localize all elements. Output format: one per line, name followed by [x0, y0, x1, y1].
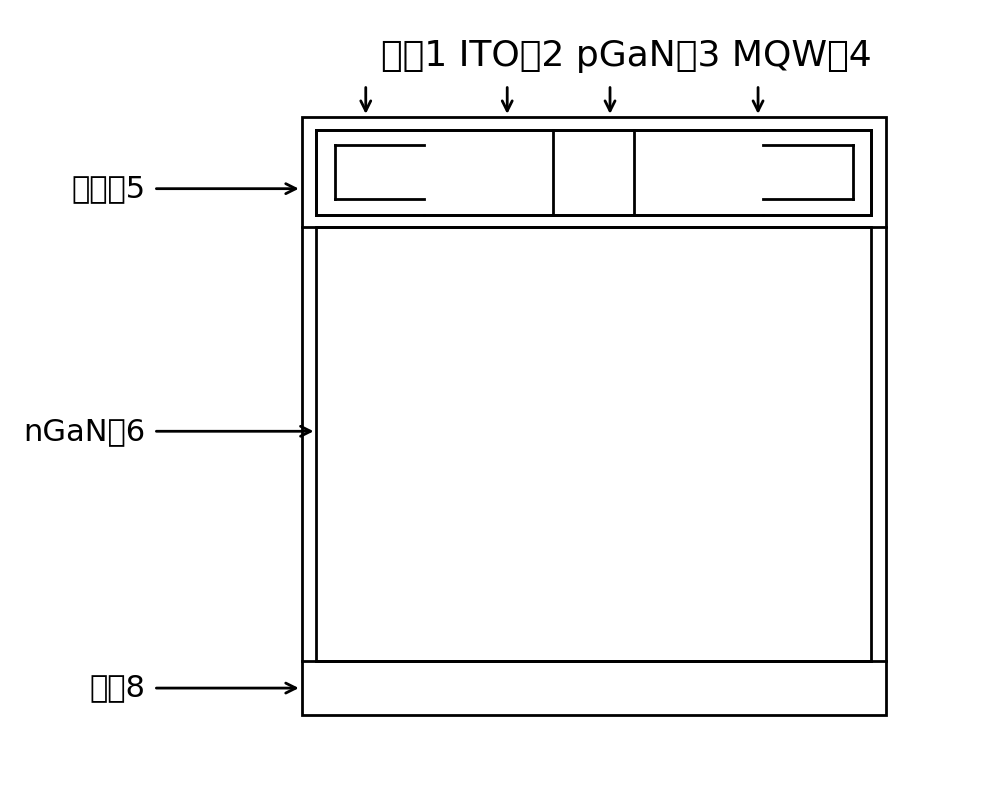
Text: 鰾化卦5: 鰾化卦5: [71, 174, 145, 204]
Bar: [317, 227, 870, 661]
Bar: [317, 129, 870, 215]
Text: 阴杗8: 阴杗8: [90, 674, 145, 702]
Text: 阳杗1 ITO卦2 pGaN卦3 MQW卦4: 阳杗1 ITO卦2 pGaN卦3 MQW卦4: [381, 39, 871, 73]
Bar: [302, 117, 884, 715]
Text: nGaN卦6: nGaN卦6: [24, 417, 145, 446]
